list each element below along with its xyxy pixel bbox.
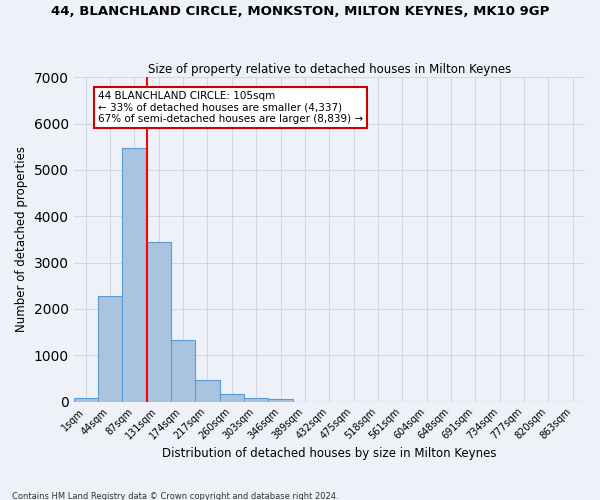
Text: 44, BLANCHLAND CIRCLE, MONKSTON, MILTON KEYNES, MK10 9GP: 44, BLANCHLAND CIRCLE, MONKSTON, MILTON … (51, 5, 549, 18)
Bar (220, 394, 244, 402)
Bar (146, 242, 171, 402)
Y-axis label: Number of detached properties: Number of detached properties (15, 146, 28, 332)
Title: Size of property relative to detached houses in Milton Keynes: Size of property relative to detached ho… (148, 63, 511, 76)
Bar (171, 340, 196, 402)
Bar (244, 398, 268, 402)
Text: Contains HM Land Registry data © Crown copyright and database right 2024.: Contains HM Land Registry data © Crown c… (12, 492, 338, 500)
Bar (74, 398, 98, 402)
Text: 44 BLANCHLAND CIRCLE: 105sqm
← 33% of detached houses are smaller (4,337)
67% of: 44 BLANCHLAND CIRCLE: 105sqm ← 33% of de… (98, 91, 363, 124)
Bar (196, 380, 220, 402)
Bar (98, 296, 122, 402)
Bar (122, 148, 146, 402)
X-axis label: Distribution of detached houses by size in Milton Keynes: Distribution of detached houses by size … (162, 447, 497, 460)
Bar (268, 400, 293, 402)
